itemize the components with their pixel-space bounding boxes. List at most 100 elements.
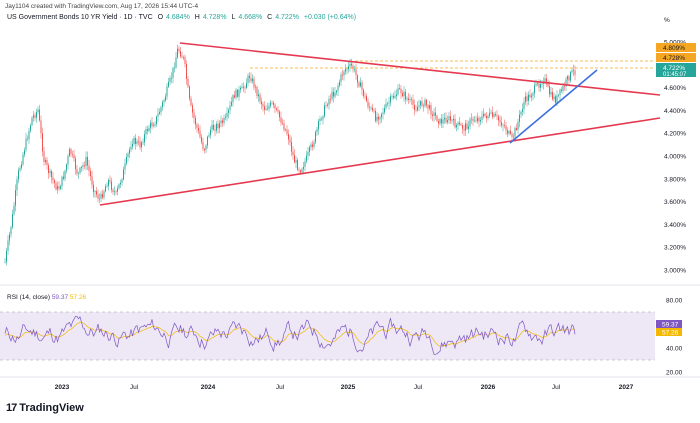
candle-body: [519, 114, 520, 122]
candle-body: [306, 155, 307, 162]
candle-body: [66, 164, 67, 171]
candle-body: [511, 133, 513, 137]
candle-body: [198, 127, 199, 131]
price-axis-unit: %: [664, 17, 670, 24]
candle-body: [480, 119, 481, 122]
candle-body: [105, 186, 106, 192]
candle-body: [328, 98, 330, 105]
candle-body: [436, 115, 438, 122]
candle-body: [357, 75, 358, 83]
candle-body: [517, 121, 519, 130]
candle-body: [178, 48, 180, 52]
candle-body: [174, 67, 175, 69]
candle-body: [492, 112, 493, 117]
candle-body: [169, 77, 171, 82]
tradingview-logo[interactable]: 17 TradingView: [6, 402, 84, 414]
candle-body: [138, 141, 139, 142]
candle-body: [75, 158, 76, 170]
candle-body: [135, 137, 136, 144]
candle-body: [90, 170, 91, 177]
candle-body: [43, 151, 45, 162]
time-axis[interactable]: 2023 Jul 2024 Jul 2025 Jul 2026 Jul 2027: [55, 384, 634, 391]
candle-body: [247, 75, 249, 83]
candle-body: [291, 142, 292, 152]
candle-body: [573, 70, 574, 71]
candle-body: [378, 116, 379, 120]
candle-body: [180, 51, 181, 57]
price-tick-label: 3.400%: [664, 222, 686, 229]
candle-body: [421, 101, 423, 106]
candle-body: [309, 147, 310, 153]
candle-body: [34, 115, 36, 118]
candle-body: [156, 116, 157, 125]
candle-body: [31, 117, 33, 126]
candle-body: [93, 184, 94, 193]
rsi-title: RSI (14, close): [7, 294, 50, 301]
candle-body: [115, 191, 117, 193]
candle-body: [91, 176, 93, 185]
candle-body: [126, 156, 127, 164]
candle-body: [396, 94, 397, 97]
candle-body: [553, 96, 555, 100]
upper-trendline[interactable]: [179, 42, 661, 96]
candle-body: [414, 104, 415, 110]
candle-body: [469, 119, 471, 127]
blue-trendline[interactable]: [509, 69, 598, 144]
candle-body: [445, 117, 447, 123]
candle-body: [477, 117, 478, 122]
candle-body: [9, 234, 10, 241]
symbol-title[interactable]: US Government Bonds 10 YR Yield · 1D · T…: [7, 14, 153, 21]
candle-body: [535, 83, 537, 86]
candle-body: [282, 122, 283, 124]
candle-body: [6, 250, 7, 262]
candle-body: [273, 102, 274, 105]
candle-body: [235, 89, 237, 98]
candle-body: [186, 63, 187, 80]
price-badge: [656, 43, 696, 52]
candle-body: [52, 177, 54, 181]
candle-body: [237, 89, 238, 97]
candle-body: [102, 193, 103, 198]
low-value: 4.668%: [238, 14, 263, 21]
price-tick-label: 4.200%: [664, 131, 686, 138]
rsi-legend[interactable]: RSI (14, close) 59.37 57.26: [7, 294, 86, 301]
candle-body: [228, 110, 229, 113]
rsi-badge: [656, 320, 682, 328]
candle-body: [147, 129, 148, 132]
candle-body: [112, 189, 114, 193]
candle-body: [346, 69, 348, 70]
change-value: +0.030 (+0.64%): [303, 14, 357, 21]
candle-body: [163, 100, 165, 103]
price-tick-label: 4.000%: [664, 154, 686, 161]
price-pane[interactable]: [0, 28, 661, 284]
lower-trendline[interactable]: [99, 117, 661, 206]
candle-body: [129, 149, 130, 154]
price-axis[interactable]: % 5.000%4.800%4.600%4.400%4.200%4.000%3.…: [656, 17, 696, 275]
candle-body: [495, 114, 496, 116]
candle-body: [18, 170, 19, 180]
candle-body: [40, 120, 42, 134]
candle-body: [171, 77, 172, 79]
candle-body: [574, 70, 576, 75]
rsi-tick-label: 80.00: [666, 298, 683, 305]
candle-body: [132, 143, 133, 147]
candle-body: [28, 130, 30, 140]
candle-body: [301, 169, 303, 173]
candle-body: [256, 86, 258, 97]
candle-body: [261, 101, 262, 105]
candle-body: [490, 112, 492, 114]
candle-body: [426, 99, 427, 106]
candle-body: [100, 193, 102, 199]
candle-body: [252, 78, 253, 82]
candle-body: [10, 227, 12, 235]
candle-body: [207, 136, 208, 146]
candle-body: [13, 205, 15, 215]
candle-body: [525, 96, 526, 102]
candle-body: [382, 112, 384, 114]
candle-body: [351, 63, 352, 66]
candle-body: [220, 120, 222, 124]
low-label: L: [231, 14, 236, 21]
candle-body: [493, 114, 495, 117]
